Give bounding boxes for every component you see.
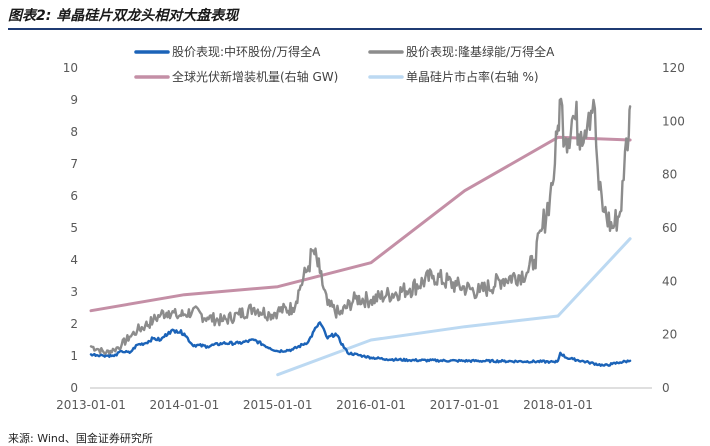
- y-left-tick-label: 10: [63, 61, 78, 75]
- y-right-tick-label: 100: [662, 114, 685, 128]
- x-tick-label: 2013-01-01: [56, 398, 126, 412]
- series-line-0: [89, 321, 632, 367]
- x-tick-label: 2015-01-01: [243, 398, 313, 412]
- y-left-tick-label: 3: [70, 285, 78, 299]
- x-tick-label: 2014-01-01: [149, 398, 219, 412]
- legend-label-0: 股价表现:中环股份/万得全A: [172, 44, 321, 59]
- title-divider: [8, 28, 702, 30]
- series-line-2: [89, 135, 632, 313]
- x-tick-label: 2016-01-01: [336, 398, 406, 412]
- y-left-tick-label: 6: [70, 189, 78, 203]
- y-right-tick-label: 120: [662, 61, 685, 75]
- y-left-tick-label: 8: [70, 125, 78, 139]
- y-right-tick-label: 60: [662, 221, 677, 235]
- series-line-1: [89, 97, 632, 356]
- y-left-tick-label: 1: [70, 349, 78, 363]
- chart-legend: 股价表现:中环股份/万得全A 股价表现:隆基绿能/万得全A 全球光伏新增装机量(右轴…: [134, 44, 555, 84]
- y-left-tick-label: 2: [70, 317, 78, 331]
- y-left-tick-label: 7: [70, 157, 78, 171]
- legend-label-3: 单晶硅片市占率(右轴 %): [406, 69, 539, 84]
- chart-series-lines: [89, 97, 632, 377]
- y-left-tick-label: 4: [70, 253, 78, 267]
- y-right-tick-label: 0: [662, 381, 670, 395]
- series-line-3: [276, 237, 632, 377]
- source-note: 来源: Wind、国金证券研究所: [8, 432, 153, 445]
- figure-title: 图表2: 单晶硅片双龙头相对大盘表现: [8, 8, 239, 24]
- y-right-tick-label: 20: [662, 328, 677, 342]
- x-tick-label: 2018-01-01: [523, 398, 593, 412]
- y-left-tick-label: 5: [70, 221, 78, 235]
- y-right-tick-label: 80: [662, 168, 677, 182]
- legend-label-2: 全球光伏新增装机量(右轴 GW): [172, 69, 338, 84]
- x-tick-label: 2017-01-01: [430, 398, 500, 412]
- y-left-tick-label: 9: [70, 93, 78, 107]
- legend-label-1: 股价表现:隆基绿能/万得全A: [406, 44, 555, 59]
- y-right-tick-label: 40: [662, 274, 677, 288]
- y-left-tick-label: 0: [70, 381, 78, 395]
